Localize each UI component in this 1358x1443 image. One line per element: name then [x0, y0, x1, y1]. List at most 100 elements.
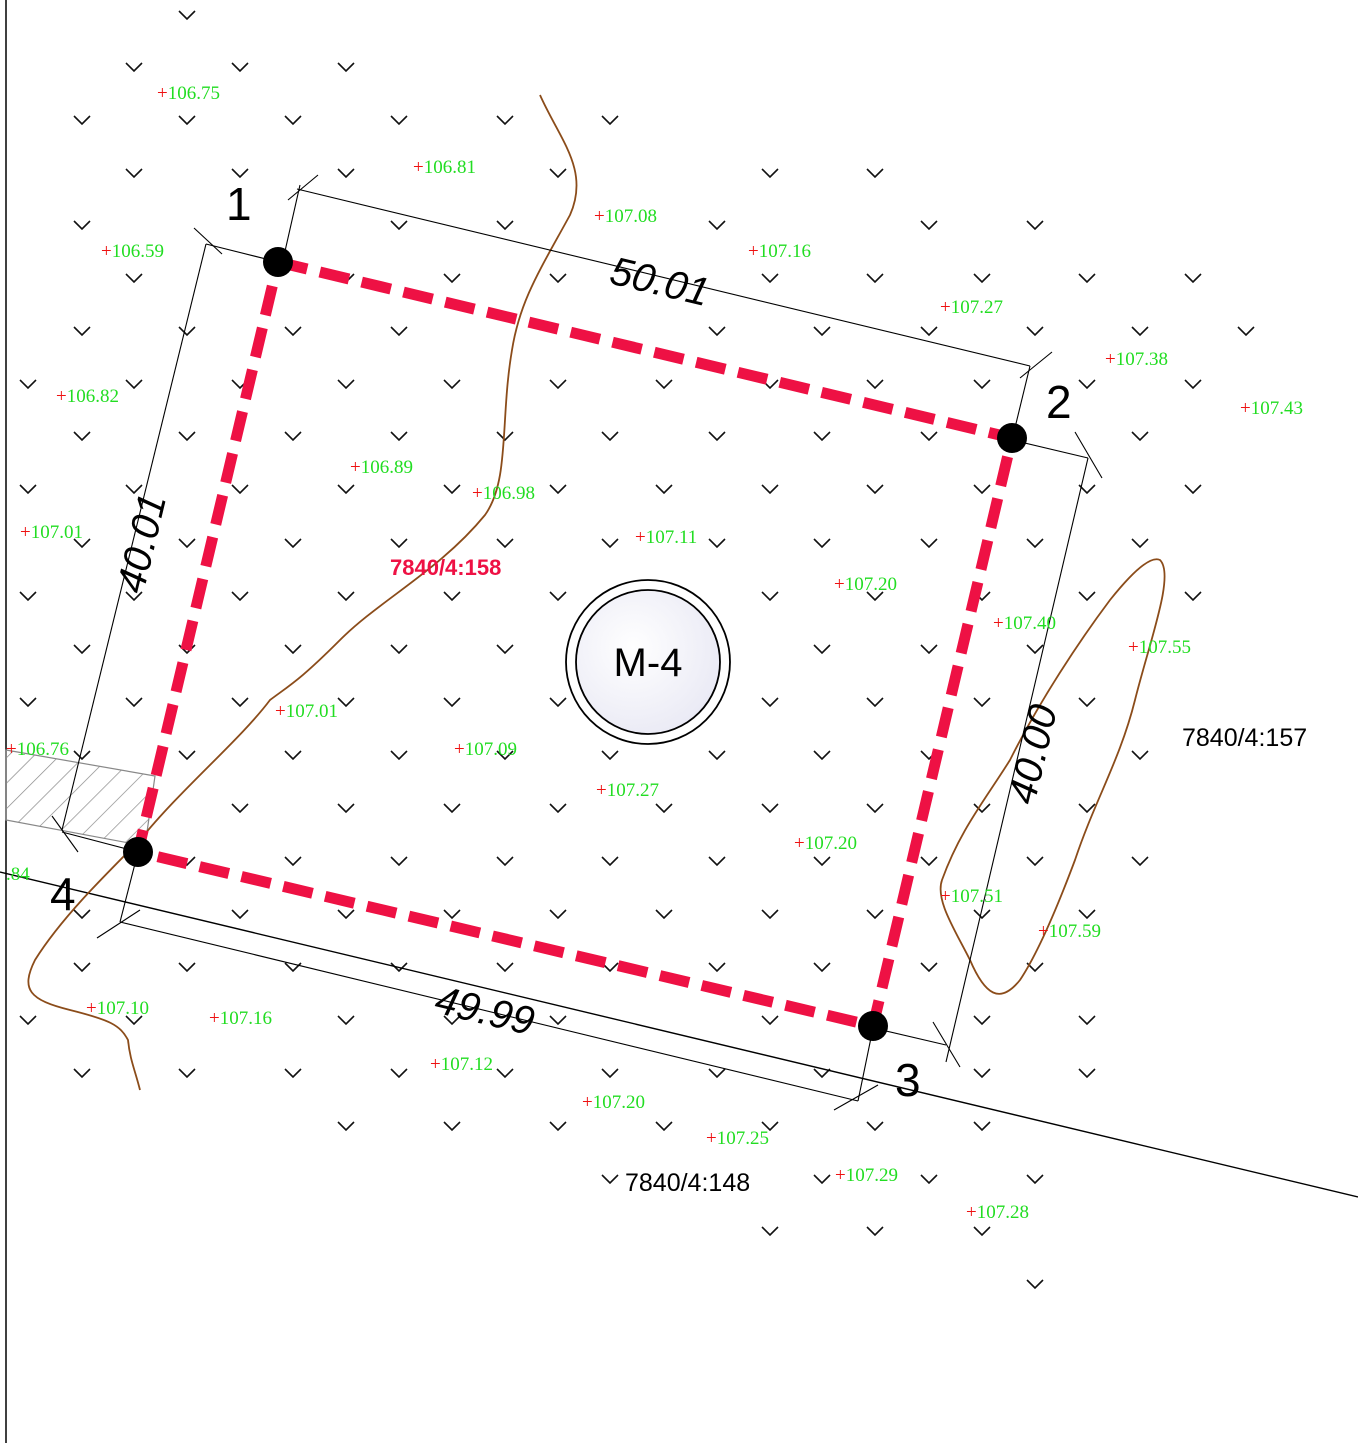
- elevation-label: .84: [6, 864, 30, 885]
- grass-symbol-icon: [601, 1174, 619, 1185]
- parcel-id-east: 7840/4:157: [1182, 724, 1307, 752]
- grass-symbol-icon: [761, 803, 779, 814]
- corner-point-1[interactable]: [263, 247, 293, 277]
- grass-symbol-icon: [496, 115, 514, 126]
- grass-symbol-icon: [708, 431, 726, 442]
- grass-symbol-icon: [73, 220, 91, 231]
- elevation-label: +107.20: [582, 1092, 645, 1113]
- grass-symbol-icon: [1237, 326, 1255, 337]
- grass-symbol-icon: [1131, 750, 1149, 761]
- grass-symbol-icon: [1026, 856, 1044, 867]
- grass-symbol-icon: [284, 326, 302, 337]
- grass-symbol-icon: [866, 591, 884, 602]
- survey-marker-icon[interactable]: M-4: [565, 579, 731, 745]
- elevation-label: +107.11: [635, 527, 697, 548]
- grass-symbol-icon: [761, 1121, 779, 1132]
- grass-symbol-icon: [19, 484, 37, 495]
- elevation-label: +107.12: [430, 1054, 493, 1075]
- grass-symbol-icon: [973, 1068, 991, 1079]
- contour-line-east: [939, 558, 1166, 995]
- grass-symbol-icon: [708, 220, 726, 231]
- grass-symbol-icon: [813, 538, 831, 549]
- grass-symbol-icon: [284, 750, 302, 761]
- grass-symbol-icon: [601, 1068, 619, 1079]
- grass-symbol-icon: [601, 538, 619, 549]
- grass-symbol-icon: [390, 644, 408, 655]
- grass-symbol-icon: [284, 644, 302, 655]
- dimension-south: 49.99: [431, 978, 539, 1044]
- grass-symbol-icon: [813, 644, 831, 655]
- grass-symbol-icon: [866, 1121, 884, 1132]
- grass-symbol-icon: [337, 168, 355, 179]
- grass-symbol-icon: [443, 379, 461, 390]
- dimension-north: 50.01: [606, 249, 714, 315]
- elevation-labels: +106.75 +106.81 +107.08 +106.59 +107.16 +107.…: [6, 83, 1303, 1223]
- dimension-west: 40.01: [109, 489, 175, 597]
- corner-point-4[interactable]: [123, 837, 153, 867]
- grass-symbol-icon: [125, 591, 143, 602]
- elevation-label: +107.40: [993, 613, 1056, 634]
- elevation-label: +107.59: [1038, 921, 1101, 942]
- grass-symbol-icon: [390, 750, 408, 761]
- grass-symbol-icon: [19, 1015, 37, 1026]
- grass-symbol-icon: [443, 1121, 461, 1132]
- adjacent-boundary-line: [0, 871, 1358, 1198]
- grass-symbol-icon: [284, 856, 302, 867]
- grass-symbol-icon: [231, 909, 249, 920]
- grass-symbol-icon: [601, 856, 619, 867]
- grass-symbol-icon: [813, 962, 831, 973]
- elevation-label: +107.20: [794, 833, 857, 854]
- grass-symbol-icon: [125, 168, 143, 179]
- grass-symbol-icon: [1026, 220, 1044, 231]
- grass-symbol-icon: [920, 220, 938, 231]
- grass-symbol-icon: [390, 220, 408, 231]
- grass-symbol-icon: [390, 856, 408, 867]
- corner-point-3[interactable]: [858, 1011, 888, 1041]
- hatched-area: [5, 749, 156, 847]
- grass-symbol-icon: [920, 962, 938, 973]
- grass-symbol-icon: [920, 644, 938, 655]
- grass-symbol-icon: [813, 856, 831, 867]
- elevation-label: +106.82: [56, 386, 119, 407]
- grass-symbol-icon: [443, 484, 461, 495]
- corner-point-2[interactable]: [997, 423, 1027, 453]
- grass-symbol-icon: [1078, 909, 1096, 920]
- elevation-label: +107.28: [966, 1202, 1029, 1223]
- elevation-label: +107.27: [940, 297, 1003, 318]
- grass-symbol-icon: [284, 538, 302, 549]
- elevation-label: +107.09: [454, 739, 517, 760]
- grass-symbol-icon: [496, 750, 514, 761]
- grass-symbol-icon: [708, 856, 726, 867]
- grass-symbol-icon: [390, 538, 408, 549]
- corner-label-4: 4: [50, 868, 76, 920]
- grass-symbol-icon: [178, 431, 196, 442]
- grass-symbol-icon: [443, 273, 461, 284]
- grass-symbol-icon: [231, 591, 249, 602]
- grass-symbol-icon: [1184, 591, 1202, 602]
- grass-symbol-icon: [761, 1226, 779, 1237]
- vegetation-symbols: [19, 10, 1255, 1290]
- grass-symbol-icon: [549, 591, 567, 602]
- grass-symbol-icon: [708, 962, 726, 973]
- grass-symbol-icon: [1026, 644, 1044, 655]
- corner-label-3: 3: [895, 1054, 921, 1106]
- grass-symbol-icon: [1078, 273, 1096, 284]
- grass-symbol-icon: [866, 484, 884, 495]
- grass-symbol-icon: [496, 644, 514, 655]
- grass-symbol-icon: [1078, 1015, 1096, 1026]
- grass-symbol-icon: [496, 538, 514, 549]
- grass-symbol-icon: [231, 697, 249, 708]
- elevation-label: +107.01: [275, 701, 338, 722]
- grass-symbol-icon: [73, 750, 91, 761]
- grass-symbol-icon: [813, 1068, 831, 1079]
- elevation-label: +107.16: [748, 241, 811, 262]
- grass-symbol-icon: [1078, 379, 1096, 390]
- grass-symbol-icon: [761, 1015, 779, 1026]
- grass-symbol-icon: [231, 484, 249, 495]
- elevation-label: +106.81: [413, 157, 476, 178]
- survey-marker-label: M-4: [614, 641, 683, 685]
- grass-symbol-icon: [708, 1068, 726, 1079]
- grass-symbol-icon: [390, 326, 408, 337]
- grass-symbol-icon: [761, 273, 779, 284]
